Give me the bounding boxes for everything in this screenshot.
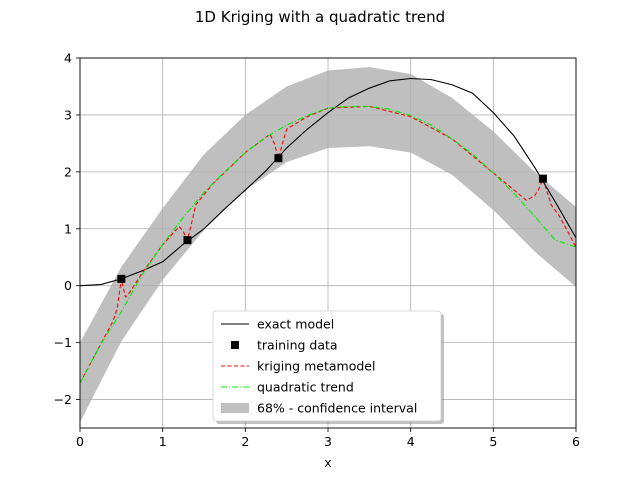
legend-label-quadratic-trend: quadratic trend xyxy=(257,380,354,395)
legend-handle-68-confidence-interval xyxy=(221,403,249,413)
x-tick-label: 4 xyxy=(407,434,415,449)
series-line-kriging-metamodel xyxy=(79,105,577,384)
training-data-point xyxy=(538,174,547,183)
series-line-quadratic-trend xyxy=(79,105,577,384)
x-tick-label: 6 xyxy=(572,434,580,449)
series-layer xyxy=(79,77,577,384)
legend-label-kriging-metamodel: kriging metamodel xyxy=(257,359,375,374)
training-data-point xyxy=(117,274,126,283)
legend-handle-training-data xyxy=(231,341,239,349)
x-tick-label: 2 xyxy=(241,434,249,449)
x-tick-label: 1 xyxy=(159,434,167,449)
training-data-point xyxy=(274,154,283,163)
x-tick-label: 5 xyxy=(489,434,497,449)
series-line-exact-model xyxy=(79,77,577,287)
y-tick-label: 0 xyxy=(64,278,72,293)
x-tick-label: 3 xyxy=(324,434,332,449)
y-tick-label: 1 xyxy=(64,221,72,236)
x-tick-label: 0 xyxy=(76,434,84,449)
x-axis-label: x xyxy=(324,455,331,470)
y-tick-label: 2 xyxy=(64,164,72,179)
legend-label-training-data: training data xyxy=(257,338,338,353)
legend: exact model training data kriging metamode… xyxy=(212,310,444,424)
y-tick-label: −1 xyxy=(54,335,72,350)
axis-ticks-layer: 0 1 2 3 4 5 6 −2 −1 0 1 2 3 4 xyxy=(54,51,580,450)
legend-box xyxy=(212,310,442,422)
confidence-band-layer xyxy=(80,67,576,423)
y-tick-label: 3 xyxy=(64,107,72,122)
training-data-point xyxy=(183,236,192,245)
legend-label-68-confidence-interval: 68% - confidence interval xyxy=(257,401,417,416)
confidence-band xyxy=(80,67,576,423)
chart-title: 1D Kriging with a quadratic trend xyxy=(195,8,445,26)
y-tick-label: 4 xyxy=(64,51,72,66)
y-tick-label: −2 xyxy=(54,392,72,407)
legend-label-exact-model: exact model xyxy=(257,317,334,332)
